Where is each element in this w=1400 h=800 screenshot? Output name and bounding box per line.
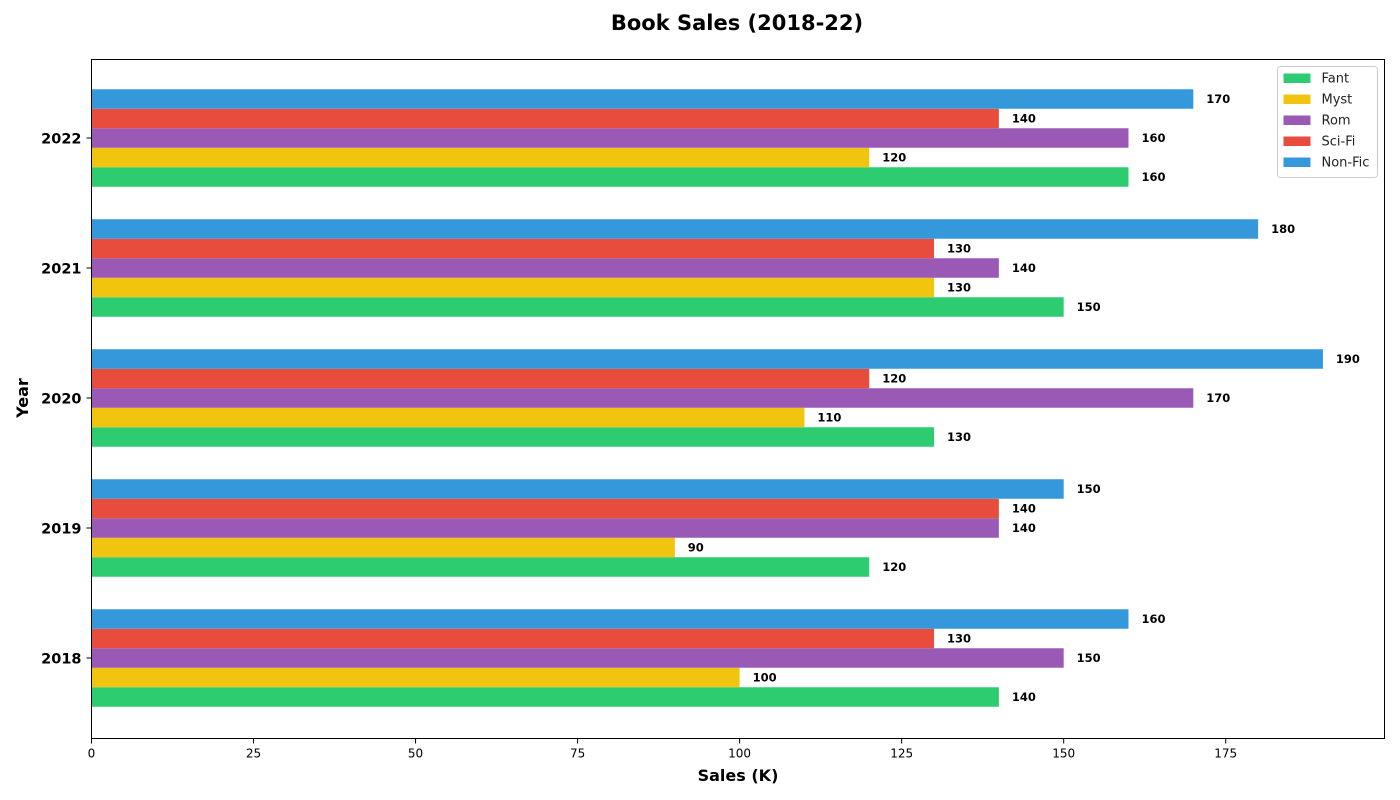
data-label-myst-2021: 130	[947, 281, 971, 295]
data-label-sci-fi-2018: 130	[947, 632, 971, 646]
x-tick-label: 0	[88, 747, 96, 761]
data-label-rom-2018: 150	[1077, 651, 1101, 665]
bar-sci-fi-2019	[91, 498, 999, 519]
data-label-fant-2021: 150	[1077, 300, 1101, 314]
bar-sci-fi-2021	[91, 238, 935, 259]
x-tick-label: 50	[408, 747, 423, 761]
y-tick-label-2020: 2020	[41, 392, 81, 408]
bar-rom-2021	[91, 258, 999, 278]
data-label-fant-2020: 130	[947, 430, 971, 444]
x-tick-label: 25	[246, 747, 261, 761]
x-axis: 0 25 50 75 100 125 150 175	[88, 738, 1237, 761]
y-tick-label-2018: 2018	[41, 652, 81, 668]
bar-non-fic-2022	[91, 89, 1194, 109]
legend-label-rom: Rom	[1322, 114, 1351, 129]
data-label-sci-fi-2021: 130	[947, 242, 971, 256]
bar-sci-fi-2018	[91, 628, 935, 649]
legend: Fant Myst Rom Sci-Fi Non-Fic	[1277, 66, 1378, 178]
bar-fant-2019	[91, 557, 870, 577]
y-tick-label-2019: 2019	[41, 522, 81, 538]
bar-myst-2020	[91, 407, 805, 428]
data-label-rom-2022: 160	[1141, 131, 1165, 145]
data-labels-layer: 140 100 150 130 160 120 90 140 140 150 130 110 170 12…	[688, 92, 1360, 704]
bar-myst-2022	[91, 147, 870, 168]
bar-myst-2021	[91, 277, 935, 298]
bar-fant-2020	[91, 427, 935, 447]
legend-frame	[1277, 66, 1378, 178]
data-label-sci-fi-2020: 120	[882, 372, 906, 386]
x-tick-label: 75	[570, 747, 585, 761]
y-tick-label-2022: 2022	[41, 132, 81, 148]
y-axis: 2018 2019 2020 2021 2022	[41, 132, 92, 668]
bar-fant-2021	[91, 297, 1064, 317]
x-tick-label: 125	[890, 747, 913, 761]
chart-title: Book Sales (2018-22)	[611, 11, 863, 35]
bar-myst-2018	[91, 667, 740, 688]
legend-swatch-fant	[1283, 73, 1311, 83]
bars-layer	[91, 89, 1323, 707]
data-label-myst-2020: 110	[817, 411, 841, 425]
data-label-sci-fi-2022: 140	[1012, 112, 1036, 126]
bar-rom-2022	[91, 128, 1129, 148]
x-tick-label: 150	[1052, 747, 1075, 761]
data-label-myst-2022: 120	[882, 151, 906, 165]
bar-rom-2020	[91, 388, 1194, 408]
data-label-fant-2019: 120	[882, 560, 906, 574]
data-label-rom-2019: 140	[1012, 521, 1036, 535]
data-label-fant-2022: 160	[1141, 170, 1165, 184]
data-label-non-fic-2020: 190	[1336, 352, 1360, 366]
data-label-rom-2020: 170	[1206, 391, 1230, 405]
x-axis-label: Sales (K)	[698, 766, 779, 785]
data-label-non-fic-2021: 180	[1271, 222, 1295, 236]
legend-label-sci-fi: Sci-Fi	[1322, 135, 1356, 150]
legend-label-myst: Myst	[1322, 93, 1353, 108]
legend-swatch-sci-fi	[1283, 136, 1311, 146]
data-label-non-fic-2018: 160	[1141, 612, 1165, 626]
legend-label-fant: Fant	[1322, 72, 1350, 87]
data-label-fant-2018: 140	[1012, 690, 1036, 704]
legend-swatch-non-fic	[1283, 157, 1311, 167]
bar-sci-fi-2020	[91, 368, 870, 389]
bar-rom-2019	[91, 518, 999, 538]
bar-fant-2022	[91, 167, 1129, 187]
legend-swatch-rom	[1283, 115, 1311, 125]
plot-frame	[91, 59, 1385, 739]
bar-myst-2019	[91, 537, 675, 558]
x-tick-label: 100	[728, 747, 751, 761]
bar-non-fic-2021	[91, 219, 1259, 239]
x-tick-label: 175	[1214, 747, 1237, 761]
bar-non-fic-2018	[91, 609, 1129, 629]
bar-fant-2018	[91, 687, 999, 707]
legend-swatch-myst	[1283, 94, 1311, 104]
data-label-myst-2018: 100	[753, 671, 777, 685]
bar-sci-fi-2022	[91, 108, 999, 129]
y-axis-label: Year	[13, 378, 32, 419]
data-label-rom-2021: 140	[1012, 261, 1036, 275]
data-label-myst-2019: 90	[688, 541, 704, 555]
data-label-sci-fi-2019: 140	[1012, 502, 1036, 516]
data-label-non-fic-2022: 170	[1206, 92, 1230, 106]
bar-non-fic-2019	[91, 479, 1064, 499]
y-tick-label-2021: 2021	[41, 262, 81, 278]
data-label-non-fic-2019: 150	[1077, 482, 1101, 496]
legend-label-non-fic: Non-Fic	[1322, 156, 1370, 171]
bar-non-fic-2020	[91, 349, 1323, 369]
bar-rom-2018	[91, 648, 1064, 668]
